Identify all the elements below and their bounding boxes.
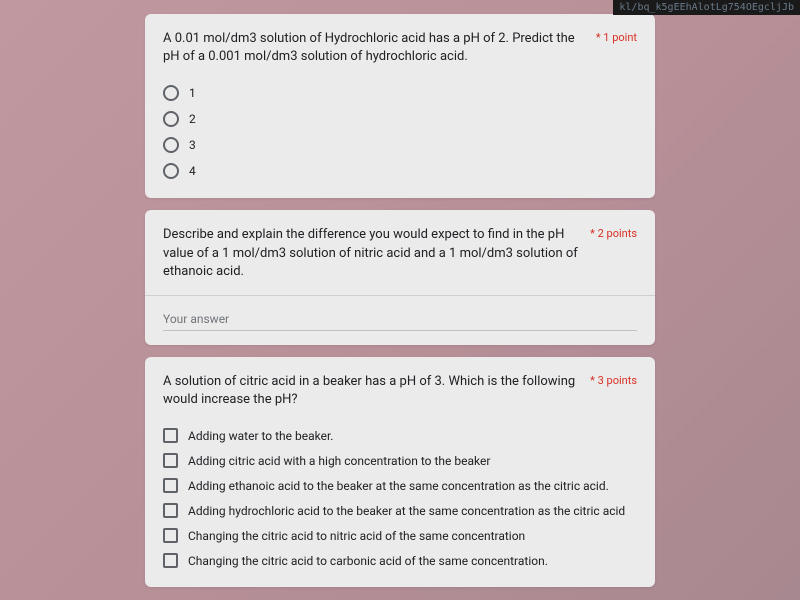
checkbox-option[interactable]: Adding hydrochloric acid to the beaker a… bbox=[163, 498, 637, 523]
question-card: A solution of citric acid in a beaker ha… bbox=[145, 357, 655, 587]
checkbox-option[interactable]: Changing the citric acid to nitric acid … bbox=[163, 523, 637, 548]
option-label: Changing the citric acid to nitric acid … bbox=[188, 529, 525, 543]
option-label: Adding ethanoic acid to the beaker at th… bbox=[188, 479, 609, 493]
checkbox-option[interactable]: Adding citric acid with a high concentra… bbox=[163, 448, 637, 473]
radio-option[interactable]: 1 bbox=[163, 80, 637, 106]
checkbox-option[interactable]: Adding water to the beaker. bbox=[163, 423, 637, 448]
question-header: A 0.01 mol/dm3 solution of Hydrochloric … bbox=[163, 30, 637, 66]
question-header: Describe and explain the difference you … bbox=[163, 226, 637, 281]
option-label: 3 bbox=[189, 138, 196, 152]
option-label: Adding water to the beaker. bbox=[188, 429, 333, 443]
radio-icon bbox=[163, 137, 179, 153]
radio-icon bbox=[163, 85, 179, 101]
question-text: Describe and explain the difference you … bbox=[163, 226, 582, 281]
option-label: 2 bbox=[189, 112, 196, 126]
question-text: A 0.01 mol/dm3 solution of Hydrochloric … bbox=[163, 30, 588, 66]
form-container: A 0.01 mol/dm3 solution of Hydrochloric … bbox=[0, 0, 800, 600]
radio-option[interactable]: 2 bbox=[163, 106, 637, 132]
question-points: 1 point bbox=[596, 30, 637, 44]
checkbox-icon bbox=[163, 428, 178, 443]
checkbox-icon bbox=[163, 553, 178, 568]
question-points: 2 points bbox=[590, 226, 637, 240]
option-label: Adding hydrochloric acid to the beaker a… bbox=[188, 504, 625, 518]
option-label: 4 bbox=[189, 164, 196, 178]
checkbox-option[interactable]: Changing the citric acid to carbonic aci… bbox=[163, 548, 637, 573]
option-label: 1 bbox=[189, 86, 196, 100]
option-label: Adding citric acid with a high concentra… bbox=[188, 454, 490, 468]
radio-icon bbox=[163, 111, 179, 127]
radio-option[interactable]: 3 bbox=[163, 132, 637, 158]
question-card: A 0.01 mol/dm3 solution of Hydrochloric … bbox=[145, 14, 655, 198]
url-fragment: kl/bq_k5gEEhAlotLg754OEgcljJb bbox=[613, 0, 800, 15]
answer-input[interactable]: Your answer bbox=[163, 308, 637, 331]
radio-option[interactable]: 4 bbox=[163, 158, 637, 184]
question-card: Describe and explain the difference you … bbox=[145, 210, 655, 345]
question-header: A solution of citric acid in a beaker ha… bbox=[163, 373, 637, 409]
question-text: A solution of citric acid in a beaker ha… bbox=[163, 373, 582, 409]
checkbox-icon bbox=[163, 453, 178, 468]
question-points: 3 points bbox=[590, 373, 637, 387]
option-label: Changing the citric acid to carbonic aci… bbox=[188, 554, 548, 568]
form-area: A 0.01 mol/dm3 solution of Hydrochloric … bbox=[145, 14, 655, 587]
divider bbox=[145, 295, 655, 296]
checkbox-icon bbox=[163, 528, 178, 543]
checkbox-icon bbox=[163, 503, 178, 518]
radio-icon bbox=[163, 163, 179, 179]
checkbox-icon bbox=[163, 478, 178, 493]
checkbox-option[interactable]: Adding ethanoic acid to the beaker at th… bbox=[163, 473, 637, 498]
